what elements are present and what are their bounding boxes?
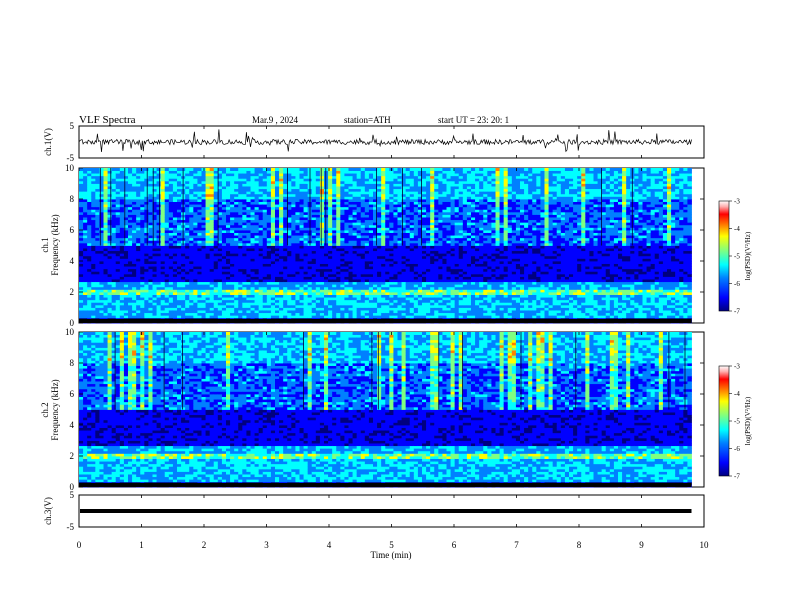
ch2-spectrogram-ylabel-top: ch.2 <box>40 402 50 417</box>
y-tick-label: 4 <box>70 256 75 266</box>
x-tick-label: 7 <box>514 540 519 550</box>
x-tick-label: 6 <box>452 540 457 550</box>
ch2-colorbar-label: log(PSD)(V²/Hz) <box>744 396 752 445</box>
colorbar-tick-label: -3 <box>734 198 740 206</box>
ch2-colorbar: -3 -4 -5 -6 -7 log(PSD)(V²/Hz) <box>718 363 752 481</box>
x-tick-label: 1 <box>139 540 144 550</box>
x-tick-label: 8 <box>577 540 582 550</box>
ch3-waveform-ylabel: ch.3(V) <box>43 497 53 525</box>
y-tick-label: 5 <box>70 121 75 131</box>
ch2-spectrogram-ylabel: Frequency (kHz) <box>50 379 60 440</box>
y-tick-label: 4 <box>70 420 75 430</box>
x-tick-label: 0 <box>77 540 82 550</box>
y-tick-label: 10 <box>65 327 75 337</box>
x-tick-label: 3 <box>264 540 269 550</box>
date-label: Mar.9 , 2024 <box>252 115 298 125</box>
y-tick-label: 8 <box>70 358 75 368</box>
colorbar-tick-label: -7 <box>734 308 740 316</box>
colorbar-tick-label: -7 <box>734 473 740 481</box>
ch1-waveform-ylabel: ch.1(V) <box>43 128 53 156</box>
y-tick-label: 2 <box>70 287 75 297</box>
y-tick-label: 6 <box>70 225 75 235</box>
x-tick-label: 9 <box>639 540 644 550</box>
ch2-spectrogram-heatmap <box>79 332 692 488</box>
y-tick-label: -5 <box>67 153 75 163</box>
ch1-waveform-trace <box>78 129 692 153</box>
ch1-spectrogram-ylabel-top: ch.1 <box>40 237 50 252</box>
x-tick-label: 5 <box>389 540 394 550</box>
y-tick-label: 2 <box>70 451 75 461</box>
ch1-spectrogram-ylabel: Frequency (kHz) <box>50 214 60 275</box>
start-time-label: start UT = 23: 20: 1 <box>438 115 509 125</box>
station-label: station=ATH <box>344 115 391 125</box>
colorbar-tick-label: -5 <box>734 253 740 261</box>
ch1-spectrogram-heatmap <box>79 168 692 324</box>
ch1-colorbar-gradient <box>718 200 730 312</box>
ch3-waveform-trace <box>80 509 692 513</box>
x-tick-label: 2 <box>202 540 207 550</box>
y-tick-label: 0 <box>70 318 75 328</box>
y-tick-label: 5 <box>70 490 75 500</box>
y-tick-label: -5 <box>67 522 75 532</box>
colorbar-tick-label: -4 <box>734 390 740 398</box>
figure-title: VLF Spectra <box>79 114 136 126</box>
ch2-colorbar-gradient <box>718 365 730 477</box>
ch1-colorbar: -3 -4 -5 -6 -7 log(PSD)(V²/Hz) <box>718 198 752 316</box>
colorbar-tick-label: -6 <box>734 445 740 453</box>
x-tick-label: 10 <box>700 540 710 550</box>
colorbar-tick-label: -3 <box>734 363 740 371</box>
ch2-colorbar-ticks: -3 -4 -5 -6 -7 <box>729 363 740 481</box>
colorbar-tick-label: -5 <box>734 418 740 426</box>
x-tick-label: 4 <box>327 540 332 550</box>
figure-header: VLF Spectra Mar.9 , 2024 station=ATH sta… <box>79 114 509 126</box>
y-tick-label: 6 <box>70 389 75 399</box>
y-tick-label: 8 <box>70 194 75 204</box>
colorbar-tick-label: -4 <box>734 225 740 233</box>
ch1-colorbar-label: log(PSD)(V²/Hz) <box>744 231 752 280</box>
y-tick-label: 10 <box>65 163 75 173</box>
x-axis-label: Time (min) <box>371 550 412 560</box>
colorbar-tick-label: -6 <box>734 280 740 288</box>
y-tick-label: 0 <box>70 482 75 492</box>
ch1-colorbar-ticks: -3 -4 -5 -6 -7 <box>729 198 740 316</box>
